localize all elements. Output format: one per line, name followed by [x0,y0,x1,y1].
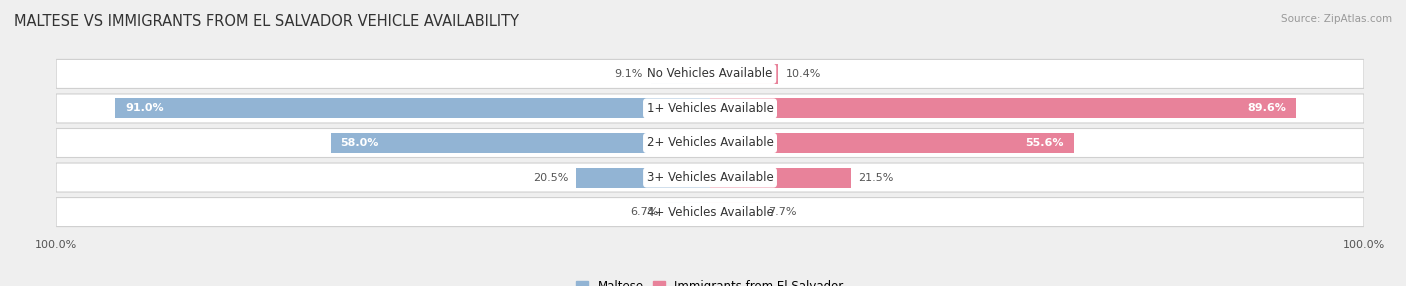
Text: 2+ Vehicles Available: 2+ Vehicles Available [647,136,773,150]
Text: 58.0%: 58.0% [340,138,380,148]
Legend: Maltese, Immigrants from El Salvador: Maltese, Immigrants from El Salvador [572,276,848,286]
Text: 91.0%: 91.0% [125,104,163,114]
Bar [651,64,710,84]
Text: MALTESE VS IMMIGRANTS FROM EL SALVADOR VEHICLE AVAILABILITY: MALTESE VS IMMIGRANTS FROM EL SALVADOR V… [14,14,519,29]
FancyBboxPatch shape [56,59,1364,88]
Text: 20.5%: 20.5% [533,172,568,182]
FancyBboxPatch shape [56,94,1364,123]
Bar [115,98,710,118]
Bar [710,64,778,84]
FancyBboxPatch shape [56,128,1364,158]
Text: No Vehicles Available: No Vehicles Available [647,67,773,80]
Bar [330,133,710,153]
Text: 21.5%: 21.5% [859,172,894,182]
Bar [710,98,1296,118]
Bar [710,133,1074,153]
Text: 55.6%: 55.6% [1025,138,1064,148]
FancyBboxPatch shape [56,198,1364,227]
Text: 3+ Vehicles Available: 3+ Vehicles Available [647,171,773,184]
Text: 7.7%: 7.7% [768,207,797,217]
Text: 1+ Vehicles Available: 1+ Vehicles Available [647,102,773,115]
Text: 9.1%: 9.1% [614,69,643,79]
Text: 6.7%: 6.7% [630,207,658,217]
Bar [710,168,851,188]
Text: Source: ZipAtlas.com: Source: ZipAtlas.com [1281,14,1392,24]
Bar [576,168,710,188]
Text: 89.6%: 89.6% [1247,104,1286,114]
FancyBboxPatch shape [56,163,1364,192]
Text: 10.4%: 10.4% [786,69,821,79]
Text: 4+ Vehicles Available: 4+ Vehicles Available [647,206,773,219]
Bar [710,202,761,222]
Bar [666,202,710,222]
